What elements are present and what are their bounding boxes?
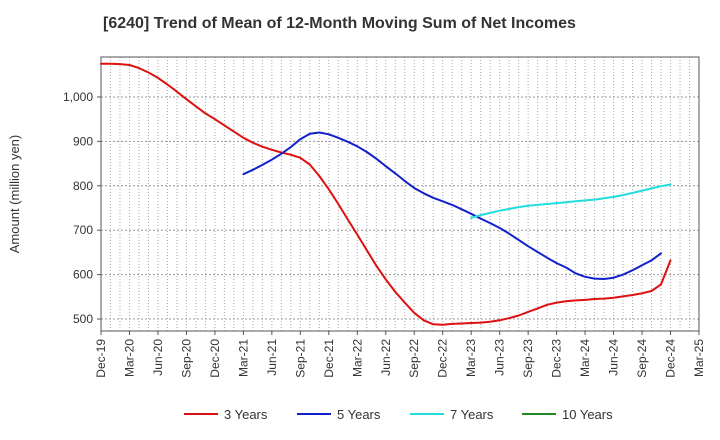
legend-item-5-years: 5 Years — [297, 407, 381, 422]
x-tick-label: Sep-22 — [407, 339, 421, 378]
x-tick-label: Mar-23 — [464, 339, 478, 377]
x-tick-label: Sep-24 — [635, 339, 649, 378]
x-tick-label: Mar-24 — [578, 339, 592, 377]
x-tick-label: Sep-20 — [179, 339, 193, 378]
legend-label: 5 Years — [337, 407, 381, 422]
x-tick-label: Mar-21 — [236, 339, 250, 377]
y-tick-label: 1,000 — [63, 90, 93, 104]
x-tick-label: Sep-21 — [293, 339, 307, 378]
y-tick-label: 600 — [73, 268, 93, 282]
series-lines — [100, 62, 672, 326]
x-tick-label: Dec-22 — [436, 339, 450, 378]
legend-label: 10 Years — [562, 407, 613, 422]
y-tick-label: 800 — [73, 179, 93, 193]
chart-title: [6240] Trend of Mean of 12-Month Moving … — [103, 15, 576, 32]
series-line-3-years — [100, 62, 672, 326]
x-tick-label: Jun-20 — [151, 339, 165, 376]
legend-label: 7 Years — [450, 407, 494, 422]
x-tick-label: Dec-19 — [94, 339, 108, 378]
y-tick-label: 900 — [73, 134, 93, 148]
gridlines — [101, 57, 699, 331]
x-tick-label: Mar-20 — [122, 339, 136, 377]
x-tick-label: Jun-21 — [265, 339, 279, 376]
series-line-5-years — [242, 131, 662, 280]
x-tick-label: Jun-24 — [607, 339, 621, 376]
x-tick-label: Dec-24 — [664, 339, 678, 378]
x-tick-label: Dec-21 — [322, 339, 336, 378]
y-tick-label: 700 — [73, 223, 93, 237]
x-tick-label: Dec-20 — [208, 339, 222, 378]
y-axis-label: Amount (million yen) — [7, 135, 22, 254]
series-line-7-years — [470, 183, 672, 219]
x-tick-label: Mar-25 — [692, 339, 706, 377]
legend-label: 3 Years — [224, 407, 268, 422]
x-axis-ticks: Dec-19 Mar-20 Jun-20 Sep-20 Dec-20 Mar-21 Jun-… — [94, 331, 706, 378]
plot-frame — [100, 56, 700, 332]
y-axis-ticks: 500 600 700 800 900 1,000 — [63, 90, 101, 326]
legend: 3 Years 5 Years 7 Years 10 Years — [184, 407, 613, 422]
legend-item-7-years: 7 Years — [410, 407, 494, 422]
y-tick-label: 500 — [73, 312, 93, 326]
x-tick-label: Mar-22 — [350, 339, 364, 377]
legend-item-10-years: 10 Years — [522, 407, 613, 422]
legend-item-3-years: 3 Years — [184, 407, 268, 422]
x-tick-label: Jun-23 — [493, 339, 507, 376]
x-tick-label: Sep-23 — [521, 339, 535, 378]
x-tick-label: Jun-22 — [379, 339, 393, 376]
x-tick-label: Dec-23 — [550, 339, 564, 378]
